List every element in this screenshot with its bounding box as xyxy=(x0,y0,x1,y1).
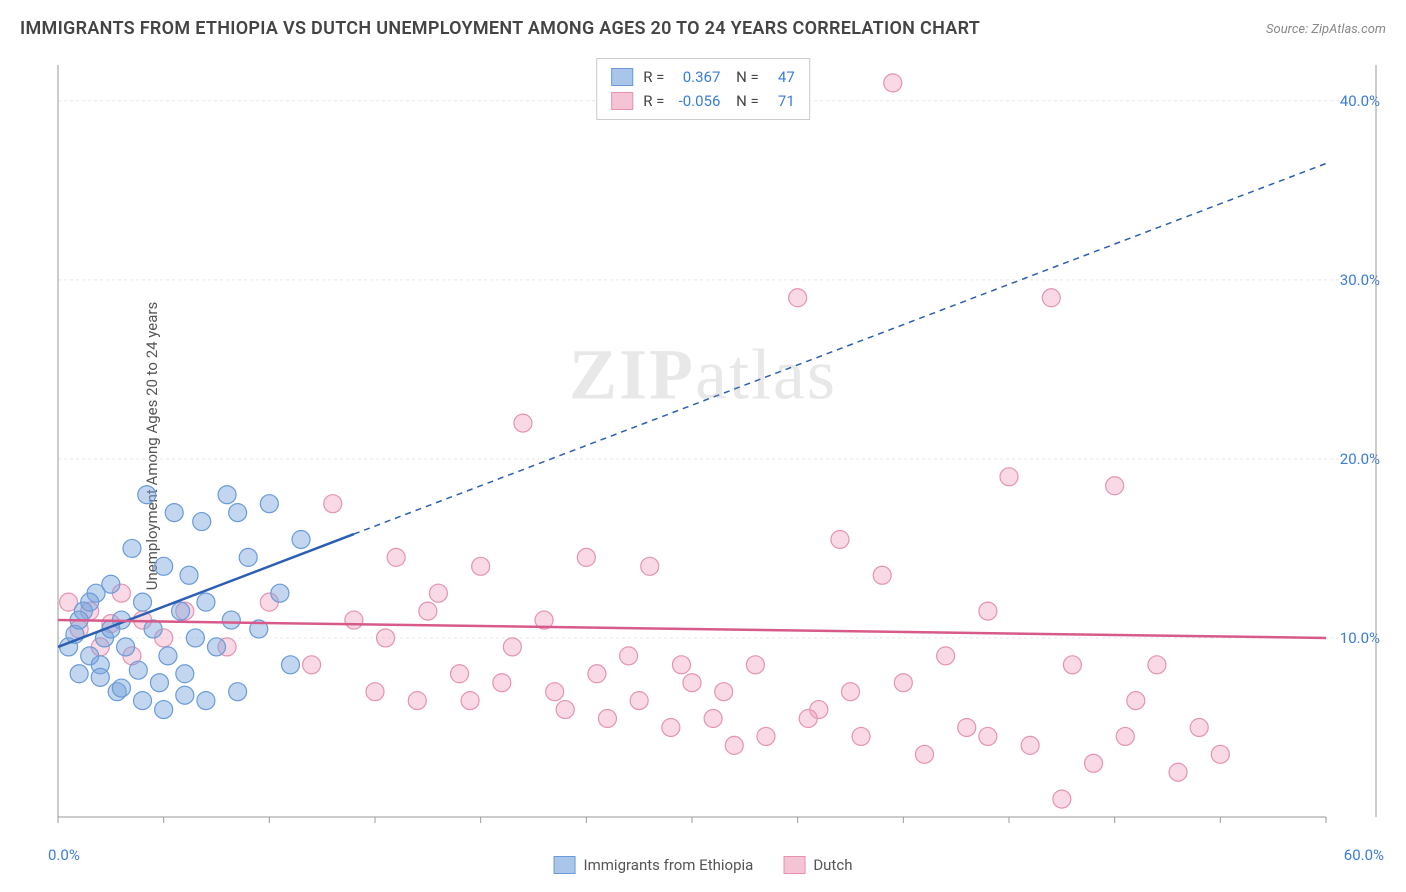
legend-item-dutch: Dutch xyxy=(783,856,852,874)
legend-r-label: R = xyxy=(643,92,664,110)
legend-r-value-dutch: -0.056 xyxy=(670,92,720,110)
legend-n-label: N = xyxy=(736,68,759,86)
legend-label-ethiopia: Immigrants from Ethiopia xyxy=(584,856,754,874)
x-axis-max-label: 60.0% xyxy=(1344,846,1384,864)
legend-row-dutch: R = -0.056 N = 71 xyxy=(611,89,795,113)
series-legend: Immigrants from Ethiopia Dutch xyxy=(554,856,853,874)
chart-plot-area: 10.0% 20.0% 30.0% 40.0% xyxy=(50,55,1386,837)
legend-row-ethiopia: R = 0.367 N = 47 xyxy=(611,65,795,89)
legend-swatch-ethiopia-bottom xyxy=(554,856,576,874)
legend-n-label: N = xyxy=(736,92,759,110)
correlation-legend: R = 0.367 N = 47 R = -0.056 N = 71 xyxy=(596,58,810,120)
legend-swatch-dutch xyxy=(611,92,633,110)
legend-r-value-ethiopia: 0.367 xyxy=(670,68,720,86)
svg-text:20.0%: 20.0% xyxy=(1340,450,1380,468)
legend-n-value-dutch: 71 xyxy=(765,92,795,110)
svg-text:40.0%: 40.0% xyxy=(1340,92,1380,110)
legend-label-dutch: Dutch xyxy=(813,856,852,874)
legend-r-label: R = xyxy=(643,68,664,86)
legend-n-value-ethiopia: 47 xyxy=(765,68,795,86)
legend-swatch-dutch-bottom xyxy=(783,856,805,874)
chart-svg: 10.0% 20.0% 30.0% 40.0% xyxy=(50,55,1386,837)
legend-item-ethiopia: Immigrants from Ethiopia xyxy=(554,856,754,874)
x-axis-min-label: 0.0% xyxy=(48,846,80,864)
svg-text:30.0%: 30.0% xyxy=(1340,271,1380,289)
legend-swatch-ethiopia xyxy=(611,68,633,86)
source-attribution: Source: ZipAtlas.com xyxy=(1266,22,1386,37)
chart-title: IMMIGRANTS FROM ETHIOPIA VS DUTCH UNEMPL… xyxy=(20,18,980,39)
svg-text:10.0%: 10.0% xyxy=(1340,629,1380,647)
